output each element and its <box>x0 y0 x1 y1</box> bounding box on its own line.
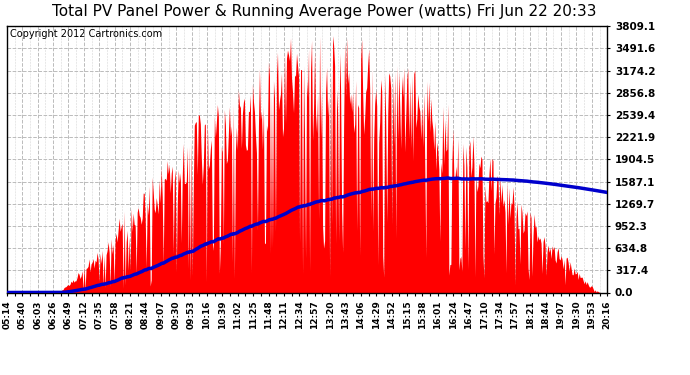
Text: Copyright 2012 Cartronics.com: Copyright 2012 Cartronics.com <box>10 29 162 39</box>
Text: Total PV Panel Power & Running Average Power (watts) Fri Jun 22 20:33: Total PV Panel Power & Running Average P… <box>52 4 597 19</box>
